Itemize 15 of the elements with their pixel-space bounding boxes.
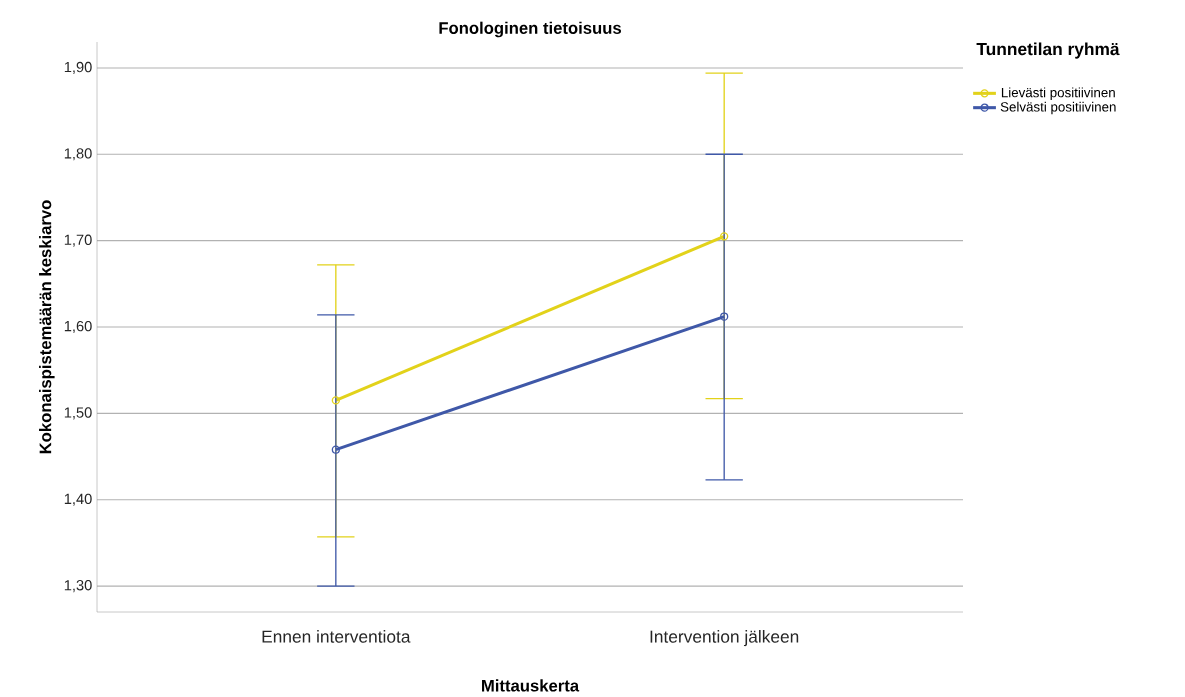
y-tick-label: 1,30 (64, 580, 92, 593)
legend-label: Lievästi positiivinen (1001, 87, 1115, 100)
y-tick-label: 1,80 (64, 148, 92, 161)
legend-title: Tunnetilan ryhmä (976, 42, 1120, 59)
x-tick-label: Ennen interventiota (262, 630, 411, 643)
y-axis-title: Kokonaispistemäärän keskiarvo (39, 200, 55, 454)
chart-title: Fonologinen tietoisuus (439, 21, 622, 38)
y-tick-label: 1,40 (64, 493, 92, 506)
y-tick-label: 1,50 (64, 407, 92, 420)
y-tick-label: 1,70 (64, 234, 92, 247)
x-tick-label: Intervention jälkeen (650, 630, 799, 647)
y-tick-label: 1,60 (64, 320, 92, 334)
y-tick-label: 1,90 (64, 61, 92, 74)
x-axis-title: Mittauskerta (482, 679, 580, 692)
legend-label: Selvästi positiivinen (1000, 101, 1116, 115)
